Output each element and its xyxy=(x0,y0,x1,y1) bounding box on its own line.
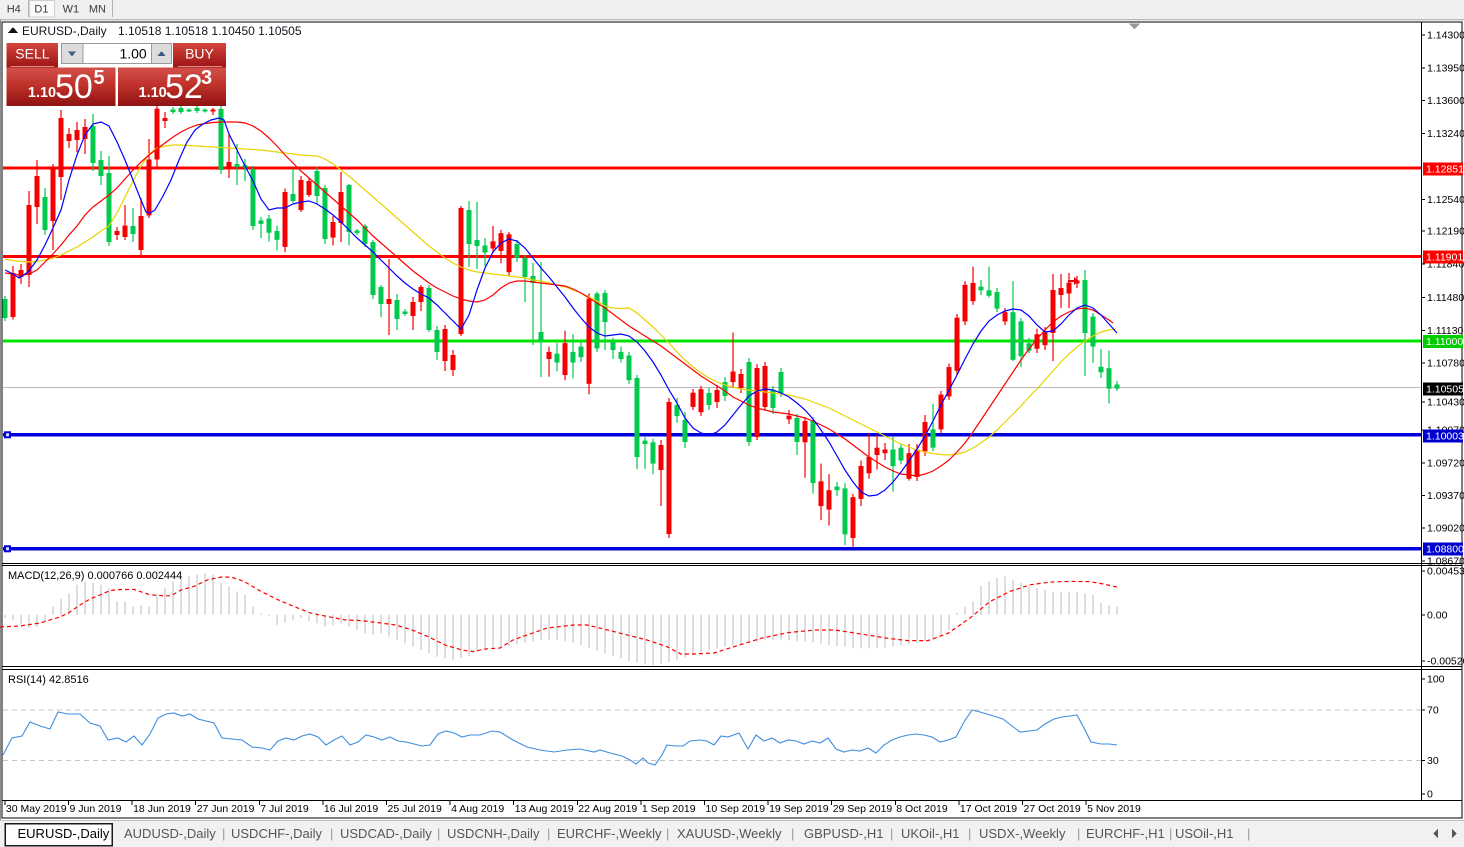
svg-text:70: 70 xyxy=(1427,705,1439,717)
svg-text:|: | xyxy=(222,826,225,841)
svg-text:4 Aug 2019: 4 Aug 2019 xyxy=(451,803,504,815)
svg-text:27 Jun 2019: 27 Jun 2019 xyxy=(197,803,255,815)
svg-text:USDCHF-,Daily: USDCHF-,Daily xyxy=(231,826,323,841)
svg-text:16 Jul 2019: 16 Jul 2019 xyxy=(324,803,378,815)
svg-text:19 Sep 2019: 19 Sep 2019 xyxy=(769,803,829,815)
svg-text:13 Aug 2019: 13 Aug 2019 xyxy=(515,803,574,815)
svg-text:1 Sep 2019: 1 Sep 2019 xyxy=(642,803,696,815)
svg-text:EURCHF-,H1: EURCHF-,H1 xyxy=(1086,826,1165,841)
svg-text:RSI(14) 42.8516: RSI(14) 42.8516 xyxy=(8,674,89,686)
svg-text:BUY: BUY xyxy=(185,46,214,62)
svg-text:USDX-,Weekly: USDX-,Weekly xyxy=(979,826,1066,841)
svg-text:GBPUSD-,H1: GBPUSD-,H1 xyxy=(804,826,883,841)
svg-text:1.10003: 1.10003 xyxy=(1426,431,1464,443)
svg-text:18 Jun 2019: 18 Jun 2019 xyxy=(133,803,191,815)
svg-text:30: 30 xyxy=(1427,755,1439,767)
svg-text:1.10430: 1.10430 xyxy=(1427,397,1464,409)
svg-text:25 Jul 2019: 25 Jul 2019 xyxy=(388,803,442,815)
svg-text:1.11130: 1.11130 xyxy=(1427,325,1464,337)
svg-text:SELL: SELL xyxy=(15,46,49,62)
svg-text:1.10: 1.10 xyxy=(139,85,167,101)
svg-text:100: 100 xyxy=(1427,674,1445,686)
svg-text:1.12190: 1.12190 xyxy=(1427,226,1464,238)
svg-text:7 Jul 2019: 7 Jul 2019 xyxy=(260,803,309,815)
svg-text:1.08670: 1.08670 xyxy=(1427,556,1464,568)
svg-text:USDCAD-,Daily: USDCAD-,Daily xyxy=(340,826,432,841)
svg-text:52: 52 xyxy=(165,68,203,106)
svg-text:9 Jun 2019: 9 Jun 2019 xyxy=(70,803,122,815)
svg-text:MACD(12,26,9) 0.000766 0.00244: MACD(12,26,9) 0.000766 0.002444 xyxy=(8,570,182,582)
svg-text:1.09370: 1.09370 xyxy=(1427,490,1464,502)
svg-text:EURUSD-,Daily: EURUSD-,Daily xyxy=(18,826,110,841)
svg-text:1.12851: 1.12851 xyxy=(1426,164,1464,176)
svg-text:1.12540: 1.12540 xyxy=(1427,194,1464,206)
svg-text:USOil-,H1: USOil-,H1 xyxy=(1175,826,1234,841)
svg-text:|: | xyxy=(666,826,669,841)
svg-text:8 Oct 2019: 8 Oct 2019 xyxy=(896,803,948,815)
svg-text:USDCNH-,Daily: USDCNH-,Daily xyxy=(447,826,540,841)
svg-text:10 Sep 2019: 10 Sep 2019 xyxy=(706,803,766,815)
svg-text:|: | xyxy=(547,826,550,841)
svg-text:3: 3 xyxy=(201,67,212,89)
svg-text:30 May 2019: 30 May 2019 xyxy=(6,803,67,815)
svg-text:|: | xyxy=(1077,826,1080,841)
svg-text:|: | xyxy=(437,826,440,841)
svg-text:|: | xyxy=(1169,826,1172,841)
svg-text:22 Aug 2019: 22 Aug 2019 xyxy=(578,803,637,815)
svg-text:1.09720: 1.09720 xyxy=(1427,458,1464,470)
svg-text:1.11480: 1.11480 xyxy=(1427,292,1464,304)
svg-text:1.13240: 1.13240 xyxy=(1427,128,1464,140)
svg-text:1.10780: 1.10780 xyxy=(1427,358,1464,370)
svg-text:5: 5 xyxy=(94,67,105,89)
svg-text:5 Nov 2019: 5 Nov 2019 xyxy=(1087,803,1141,815)
svg-text:|: | xyxy=(791,826,794,841)
svg-text:1.13950: 1.13950 xyxy=(1427,63,1464,75)
svg-text:0.004536: 0.004536 xyxy=(1427,566,1464,578)
svg-text:EURUSD-,Daily: EURUSD-,Daily xyxy=(22,24,107,38)
svg-text:0: 0 xyxy=(1427,789,1433,801)
svg-text:|: | xyxy=(968,826,971,841)
svg-text:D1: D1 xyxy=(34,4,48,16)
svg-text:1.10: 1.10 xyxy=(28,85,56,101)
svg-text:EURCHF-,Weekly: EURCHF-,Weekly xyxy=(557,826,662,841)
svg-text:H4: H4 xyxy=(7,4,21,16)
svg-text:XAUUSD-,Weekly: XAUUSD-,Weekly xyxy=(677,826,782,841)
svg-text:1.11901: 1.11901 xyxy=(1426,252,1463,264)
svg-text:1.09020: 1.09020 xyxy=(1427,523,1464,535)
svg-text:50: 50 xyxy=(55,68,93,106)
svg-text:|: | xyxy=(330,826,333,841)
svg-text:|: | xyxy=(1247,826,1250,841)
svg-text:1.00: 1.00 xyxy=(119,46,146,62)
svg-text:1.10505: 1.10505 xyxy=(1426,384,1464,396)
svg-text:0.00: 0.00 xyxy=(1427,610,1448,622)
svg-text:1.14300: 1.14300 xyxy=(1427,30,1464,42)
svg-text:|: | xyxy=(890,826,893,841)
svg-text:1.08800: 1.08800 xyxy=(1426,544,1464,556)
svg-text:17 Oct 2019: 17 Oct 2019 xyxy=(960,803,1017,815)
svg-text:1.10518 1.10518 1.10450 1.1050: 1.10518 1.10518 1.10450 1.10505 xyxy=(118,24,302,38)
svg-text:UKOil-,H1: UKOil-,H1 xyxy=(901,826,960,841)
svg-text:-0.005205: -0.005205 xyxy=(1427,656,1464,668)
svg-text:AUDUSD-,Daily: AUDUSD-,Daily xyxy=(124,826,216,841)
svg-text:W1: W1 xyxy=(63,4,80,16)
svg-text:MN: MN xyxy=(89,4,106,16)
svg-text:1.11000: 1.11000 xyxy=(1426,336,1463,348)
svg-text:27 Oct 2019: 27 Oct 2019 xyxy=(1024,803,1081,815)
svg-text:29 Sep 2019: 29 Sep 2019 xyxy=(833,803,893,815)
svg-text:1.13600: 1.13600 xyxy=(1427,95,1464,107)
